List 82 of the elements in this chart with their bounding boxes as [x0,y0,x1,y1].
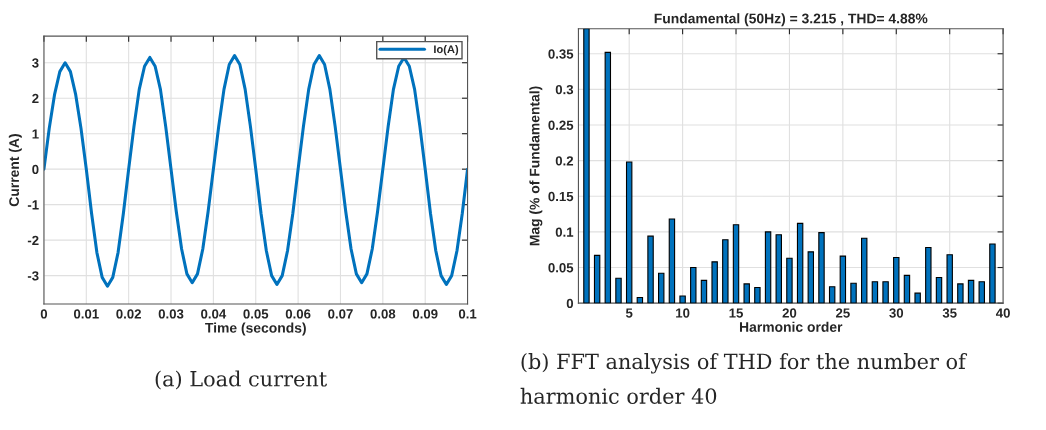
legend-label: Io(A) [434,45,459,56]
y-axis-title: Mag (% of Fundamental) [529,86,543,246]
x-tick-label: 0.1 [458,309,477,319]
x-tick-label: 35 [942,308,957,318]
bar [989,243,996,304]
x-tick-label: 0.01 [73,309,99,319]
bar [925,247,932,304]
bar [700,279,708,304]
y-tick-label: 0.1 [555,227,574,237]
x-axis-title: Harmonic order [740,321,843,332]
text: (a) Load current [155,370,328,390]
y-tick-label: 0.25 [548,120,574,130]
x-tick-label: 0.09 [412,309,438,319]
x-axis-title: Time (seconds) [205,322,306,336]
bar [935,276,943,304]
bar [850,282,857,304]
x-tick-label: 15 [729,308,743,318]
y-tick-label: 0 [566,298,574,309]
bar [604,51,612,304]
text: (b) FFT analysis of THD for the number of harmonic order 40 [520,353,968,404]
chart-title: Fundamental (50Hz) = 3.215 , THD= 4.88% [654,13,928,27]
line-series [43,54,468,288]
bar [775,234,782,304]
x-tick-label: 0 [40,309,48,319]
x-tick-label: 5 [625,308,633,318]
bar [615,277,622,304]
x-tick-label: 0.06 [285,309,311,319]
bar [893,256,900,304]
y-tick-label: -1 [27,200,39,210]
bar [593,254,601,304]
x-tick-label: 0.02 [116,309,141,319]
bar [583,28,590,304]
bar [946,254,953,304]
x-tick-label: 30 [889,308,904,318]
y-tick-label: -2 [27,235,39,245]
y-tick-label: 0.05 [548,263,574,273]
bar [828,286,836,304]
bar [711,261,718,304]
x-tick-label: 40 [995,308,1010,318]
x-tick-label: 0.08 [370,309,396,319]
bar [625,161,633,304]
x-tick-label: 25 [835,308,850,318]
y-tick-label: -3 [27,271,39,281]
bar [914,292,921,304]
bar [818,232,825,304]
bar [647,235,654,304]
y-tick-label: 1 [32,129,39,139]
x-tick-label: 0.07 [328,309,353,319]
x-tick-label: 0.04 [201,309,227,319]
bar [732,224,740,304]
bar [871,281,879,304]
bar [882,281,889,304]
y-tick-label: 0.15 [548,191,574,202]
bar [957,283,964,304]
bar [978,281,985,304]
x-tick-label: 0.03 [158,309,184,319]
bar [722,239,729,304]
x-tick-label: 20 [782,308,797,318]
y-tick-label: 2 [32,93,39,103]
bar [796,222,804,304]
bar [903,274,911,304]
bar [743,283,750,304]
bar [861,237,868,304]
bar [690,266,697,304]
bar [764,231,772,304]
bar [786,257,793,304]
bar [668,218,676,304]
bar [967,279,975,304]
x-tick-label: 10 [676,308,690,318]
x-tick-label: 0.05 [243,309,269,319]
y-tick-label: 0.3 [555,84,574,95]
y-tick-label: 3 [32,58,39,68]
y-tick-label: 0.2 [555,156,574,166]
bar [754,286,761,304]
y-axis-title: Current (A) [8,134,22,207]
bar [658,272,665,304]
bar [679,295,686,304]
bar [839,255,847,304]
y-tick-label: 0 [32,164,39,175]
bar [636,296,644,304]
y-tick-label: 0.35 [548,49,574,59]
bar [807,251,815,304]
